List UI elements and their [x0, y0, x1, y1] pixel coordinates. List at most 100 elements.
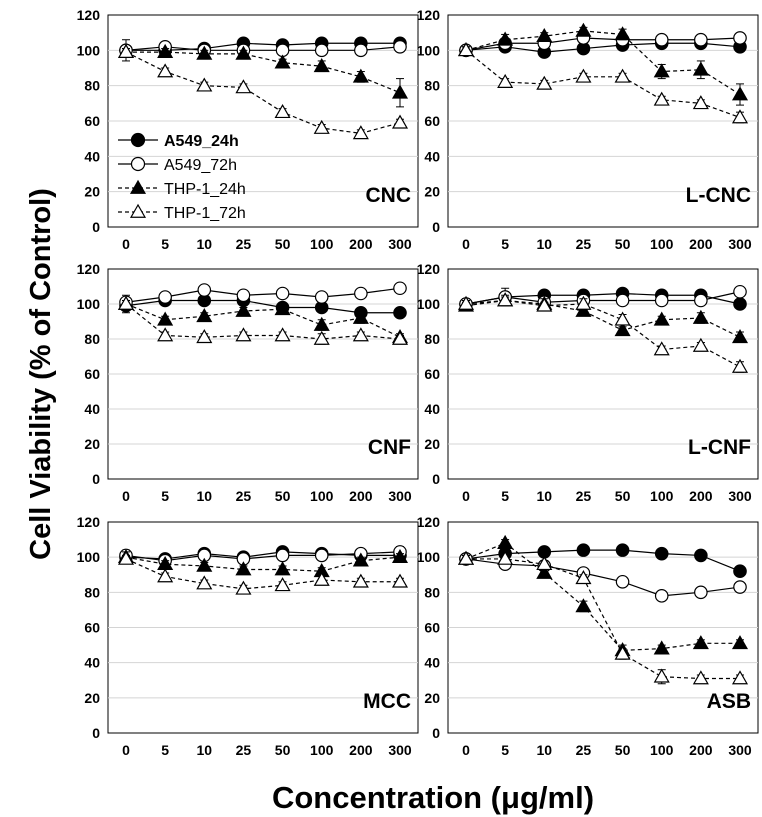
x-tick-label: 50 — [615, 742, 631, 758]
panel-label: CNF — [368, 436, 411, 459]
y-tick-label: 40 — [84, 148, 100, 164]
data-point — [536, 297, 553, 312]
series-line — [126, 51, 401, 94]
data-point — [536, 564, 553, 579]
y-tick-label: 80 — [424, 331, 440, 347]
y-tick-label: 40 — [84, 655, 100, 671]
x-tick-label: 25 — [236, 236, 252, 252]
data-point — [274, 327, 291, 342]
data-point — [235, 79, 252, 94]
series-line — [125, 558, 400, 590]
data-point — [576, 543, 591, 557]
data-point — [117, 550, 135, 565]
data-point — [457, 550, 475, 565]
data-point — [313, 316, 330, 331]
x-tick-label: 50 — [275, 488, 291, 504]
data-point — [692, 309, 709, 324]
legend-item: A549_24h — [118, 132, 239, 150]
data-point — [274, 577, 291, 592]
data-point — [692, 95, 709, 110]
data-point — [615, 543, 630, 557]
data-point — [497, 73, 514, 88]
y-tick-label: 20 — [84, 436, 100, 452]
panel-label: L-CNC — [686, 184, 751, 207]
y-tick-label: 100 — [417, 42, 441, 58]
x-tick-label: 100 — [650, 742, 674, 758]
data-point — [614, 322, 631, 337]
y-tick-label: 120 — [417, 261, 441, 277]
series-thp-1-72h — [457, 550, 749, 685]
data-point — [157, 311, 174, 326]
data-point — [731, 358, 749, 373]
series-line — [465, 49, 741, 119]
data-point — [457, 42, 475, 57]
x-tick-label: 100 — [310, 742, 334, 758]
data-point — [393, 305, 407, 320]
data-point — [235, 327, 252, 342]
data-point — [654, 546, 669, 561]
data-point — [497, 550, 514, 565]
data-point — [391, 330, 409, 345]
x-tick-label: 25 — [576, 488, 592, 504]
y-tick-label: 60 — [84, 620, 100, 636]
y-tick-label: 100 — [77, 42, 101, 58]
x-tick-label: 5 — [501, 488, 509, 504]
data-point — [354, 43, 368, 58]
y-tick-label: 20 — [424, 184, 440, 200]
panel-mcc: 0 20 40 60 80 100 120 0 5 10 25 50 100 200 300 MCC — [77, 514, 419, 758]
data-point — [352, 327, 369, 342]
data-point — [352, 573, 369, 588]
data-point — [393, 281, 407, 296]
y-tick-label: 40 — [424, 655, 440, 671]
data-point — [692, 670, 709, 685]
data-point — [614, 311, 631, 326]
x-tick-label: 200 — [689, 742, 713, 758]
legend-item: A549_72h — [118, 156, 237, 174]
x-tick-label: 50 — [615, 488, 631, 504]
data-point — [196, 575, 213, 590]
data-point — [391, 573, 409, 588]
data-point — [692, 61, 709, 76]
x-axis-title: Concentration (μg/ml) — [272, 780, 594, 815]
data-point — [196, 308, 213, 323]
x-tick-label: 300 — [388, 236, 412, 252]
legend: A549_24h A549_72h THP-1_24h THP-1_72h — [118, 132, 246, 222]
panel-asb: 0 20 40 60 80 100 120 0 5 10 25 50 100 200 300 ASB — [417, 514, 759, 758]
series-line — [125, 303, 401, 340]
x-tick-label: 0 — [462, 488, 470, 504]
data-point — [733, 297, 747, 311]
data-point — [313, 119, 330, 134]
x-tick-label: 10 — [536, 236, 552, 252]
data-point — [497, 292, 514, 307]
y-tick-label: 80 — [424, 78, 440, 94]
y-tick-label: 0 — [92, 471, 100, 487]
legend-marker — [130, 156, 146, 172]
y-tick-label: 0 — [432, 471, 440, 487]
data-point — [275, 286, 290, 301]
y-tick-label: 0 — [432, 219, 440, 235]
data-point — [575, 302, 592, 317]
x-tick-label: 0 — [122, 742, 130, 758]
y-tick-label: 60 — [84, 113, 100, 129]
data-point — [694, 585, 708, 600]
data-point — [653, 640, 670, 655]
panel-cnc: 0 20 40 60 80 100 120 0 5 10 25 50 100 200 300 CNC A549_… — [77, 7, 419, 252]
y-tick-label: 60 — [424, 620, 440, 636]
data-point — [694, 548, 708, 563]
data-point — [235, 45, 252, 60]
x-tick-label: 25 — [576, 236, 592, 252]
x-tick-label: 10 — [536, 742, 552, 758]
y-tick-label: 40 — [424, 401, 440, 417]
data-point — [575, 598, 592, 613]
x-tick-label: 10 — [196, 236, 212, 252]
data-point — [235, 580, 252, 595]
data-point — [117, 295, 135, 310]
x-tick-label: 5 — [161, 236, 169, 252]
data-point — [235, 302, 252, 317]
data-point — [391, 84, 409, 99]
data-point — [391, 548, 409, 564]
data-point — [653, 91, 670, 106]
data-point — [393, 39, 407, 54]
y-tick-label: 120 — [77, 7, 101, 23]
